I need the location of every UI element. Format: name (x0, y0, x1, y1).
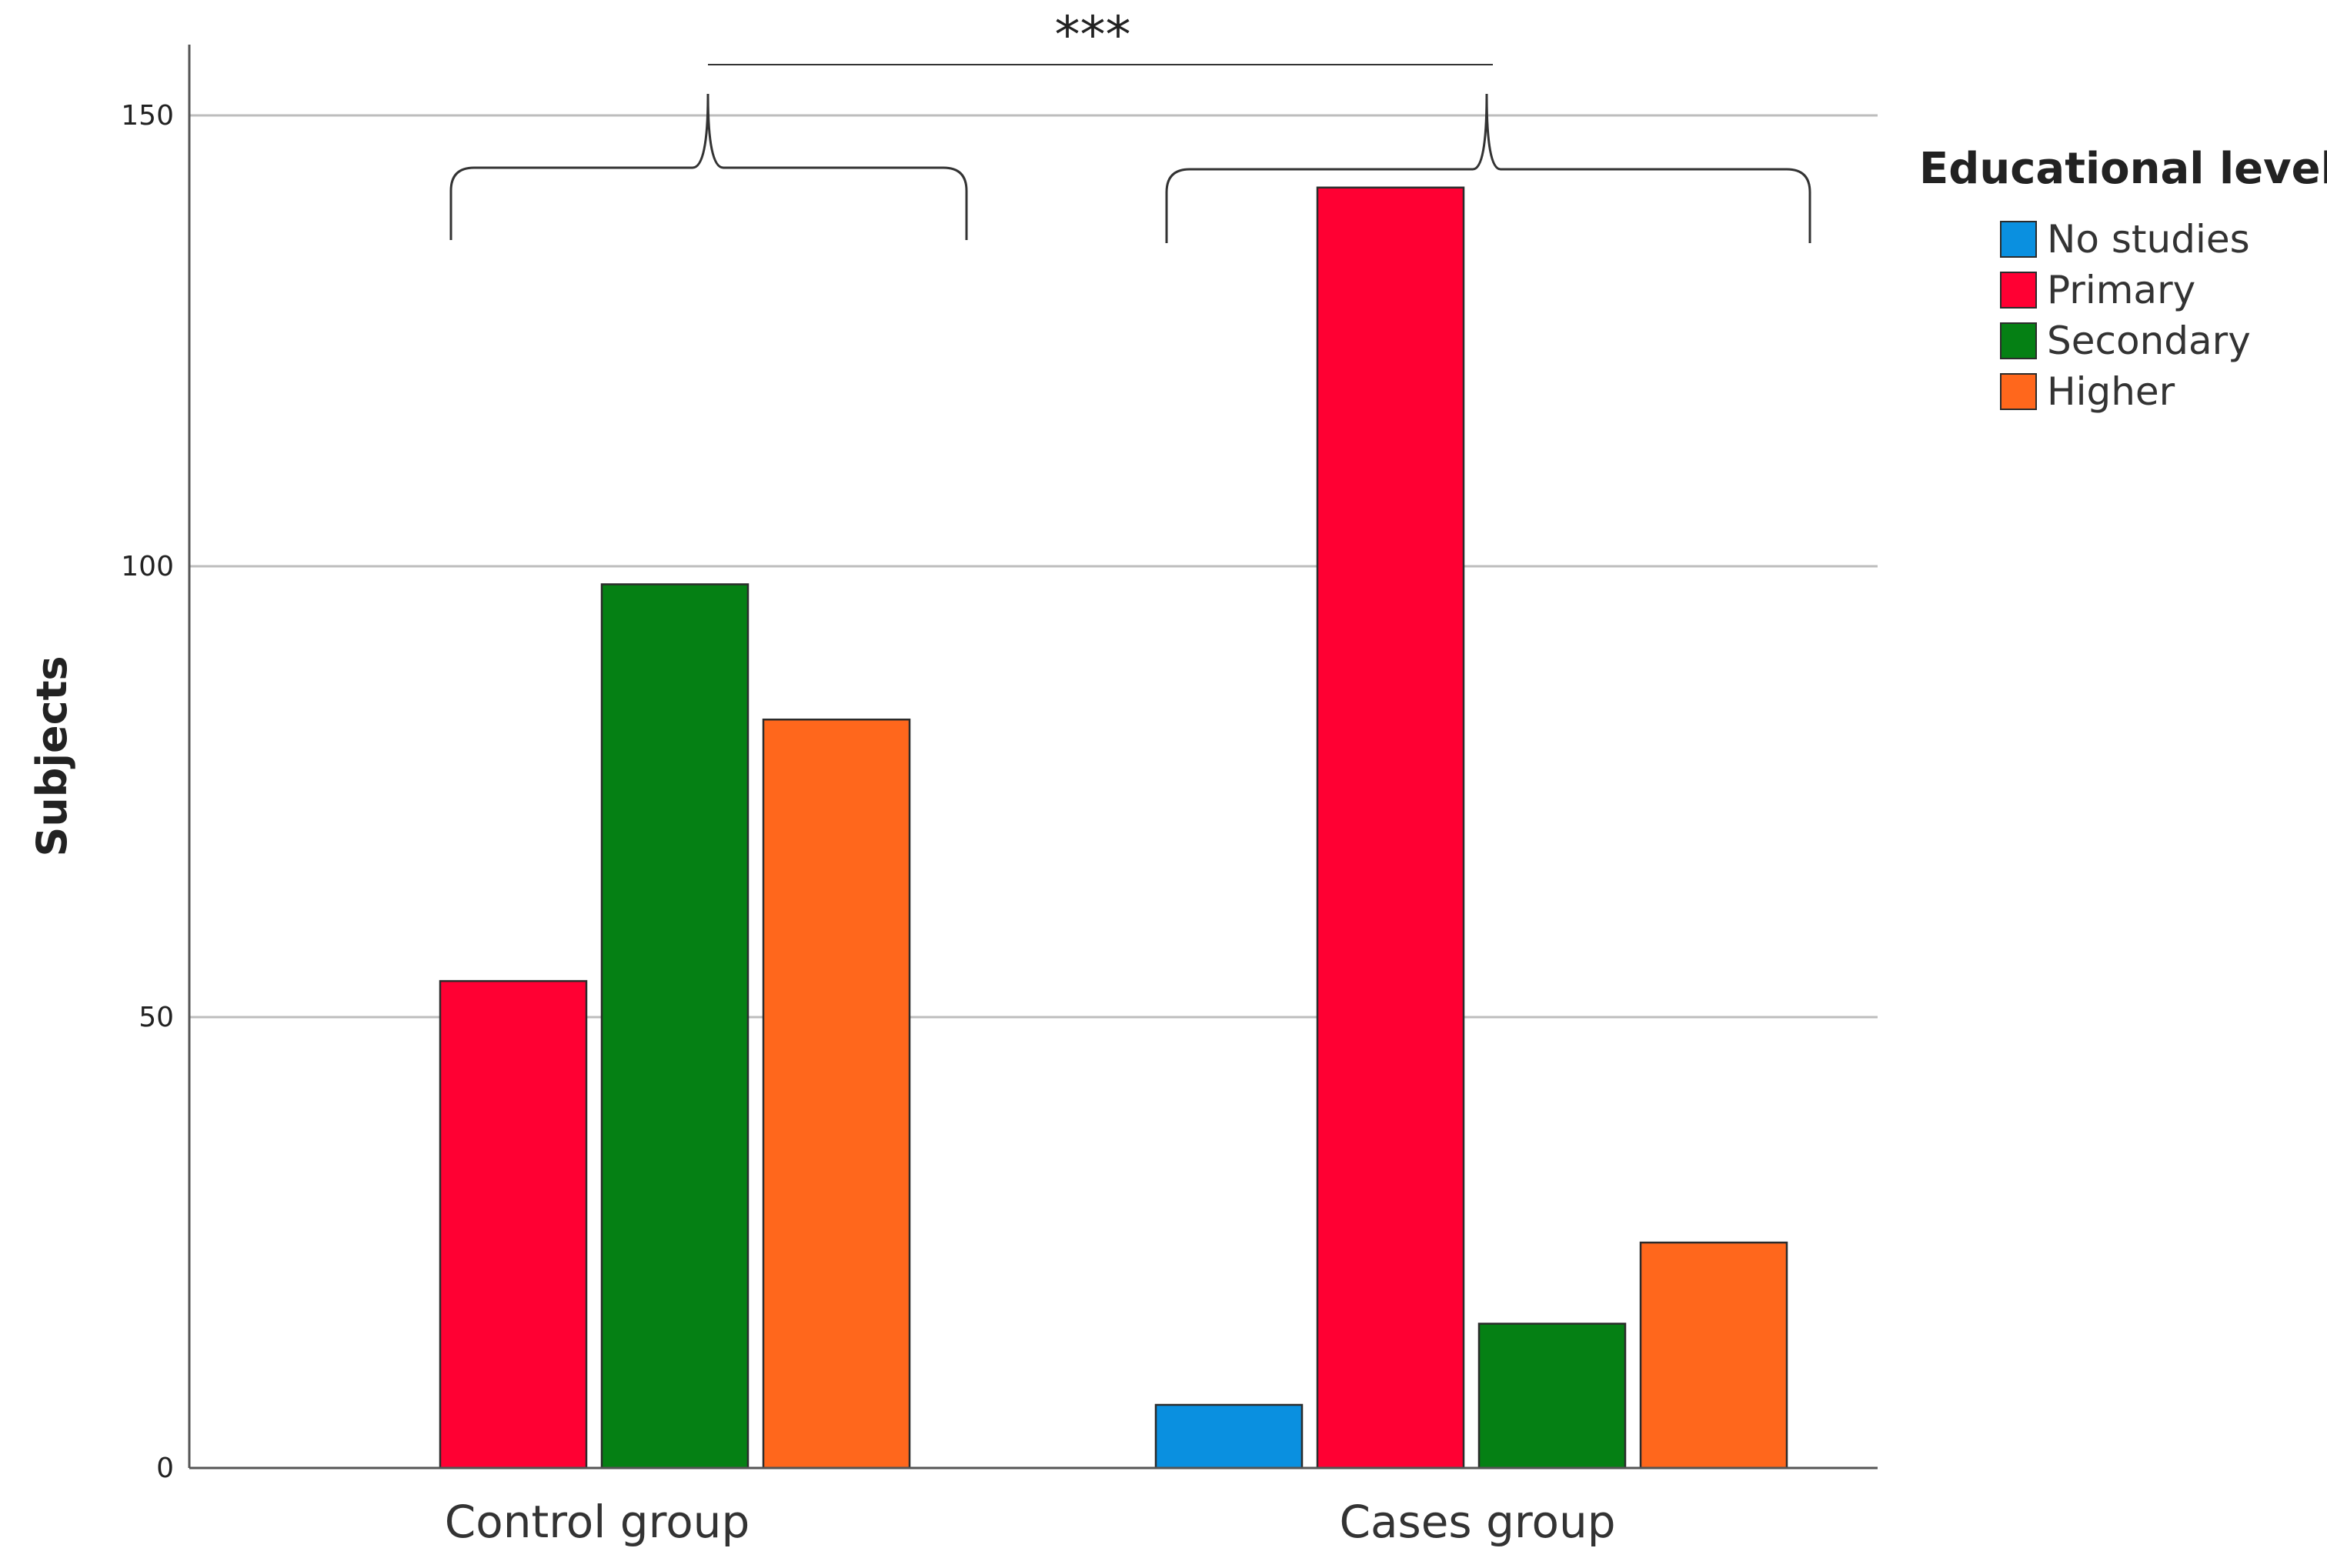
bars (440, 188, 1787, 1468)
significance-annotation: *** (451, 5, 1810, 243)
y-axis-label: Subjects (28, 656, 76, 856)
category-label-control-group: Control group (445, 1496, 750, 1548)
gridlines (189, 115, 1878, 1017)
y-tick-label: 100 (121, 551, 174, 582)
bar-no-studies-cases-group (1156, 1405, 1302, 1468)
legend-label-primary: Primary (2047, 268, 2195, 312)
legend-swatch-higher (2001, 374, 2036, 409)
legend-label-no-studies: No studies (2047, 217, 2250, 262)
legend-title: Educational level (1919, 144, 2327, 194)
bar-secondary-cases-group (1479, 1323, 1625, 1468)
legend-swatch-primary (2001, 272, 2036, 308)
y-tick-label: 0 (156, 1453, 174, 1484)
legend: Educational level No studies Primary Secon… (1919, 144, 2327, 414)
legend-label-secondary: Secondary (2047, 319, 2251, 363)
category-label-cases-group: Cases group (1339, 1496, 1615, 1548)
bar-higher-cases-group (1641, 1243, 1787, 1468)
bar-secondary-control-group (602, 584, 748, 1468)
y-tick-labels: 0 50 100 150 (121, 100, 174, 1484)
bar-higher-control-group (763, 719, 910, 1468)
y-tick-label: 150 (121, 100, 174, 132)
legend-swatch-secondary (2001, 323, 2036, 359)
y-tick-label: 50 (139, 1002, 174, 1033)
significance-stars: *** (1055, 5, 1131, 65)
bar-primary-control-group (440, 981, 586, 1468)
category-labels: Control group Cases group (445, 1496, 1616, 1548)
legend-swatch-no-studies (2001, 222, 2036, 257)
legend-label-higher: Higher (2047, 369, 2175, 414)
bar-primary-cases-group (1317, 188, 1464, 1468)
legend-items: No studies Primary Secondary Higher (2001, 217, 2251, 414)
